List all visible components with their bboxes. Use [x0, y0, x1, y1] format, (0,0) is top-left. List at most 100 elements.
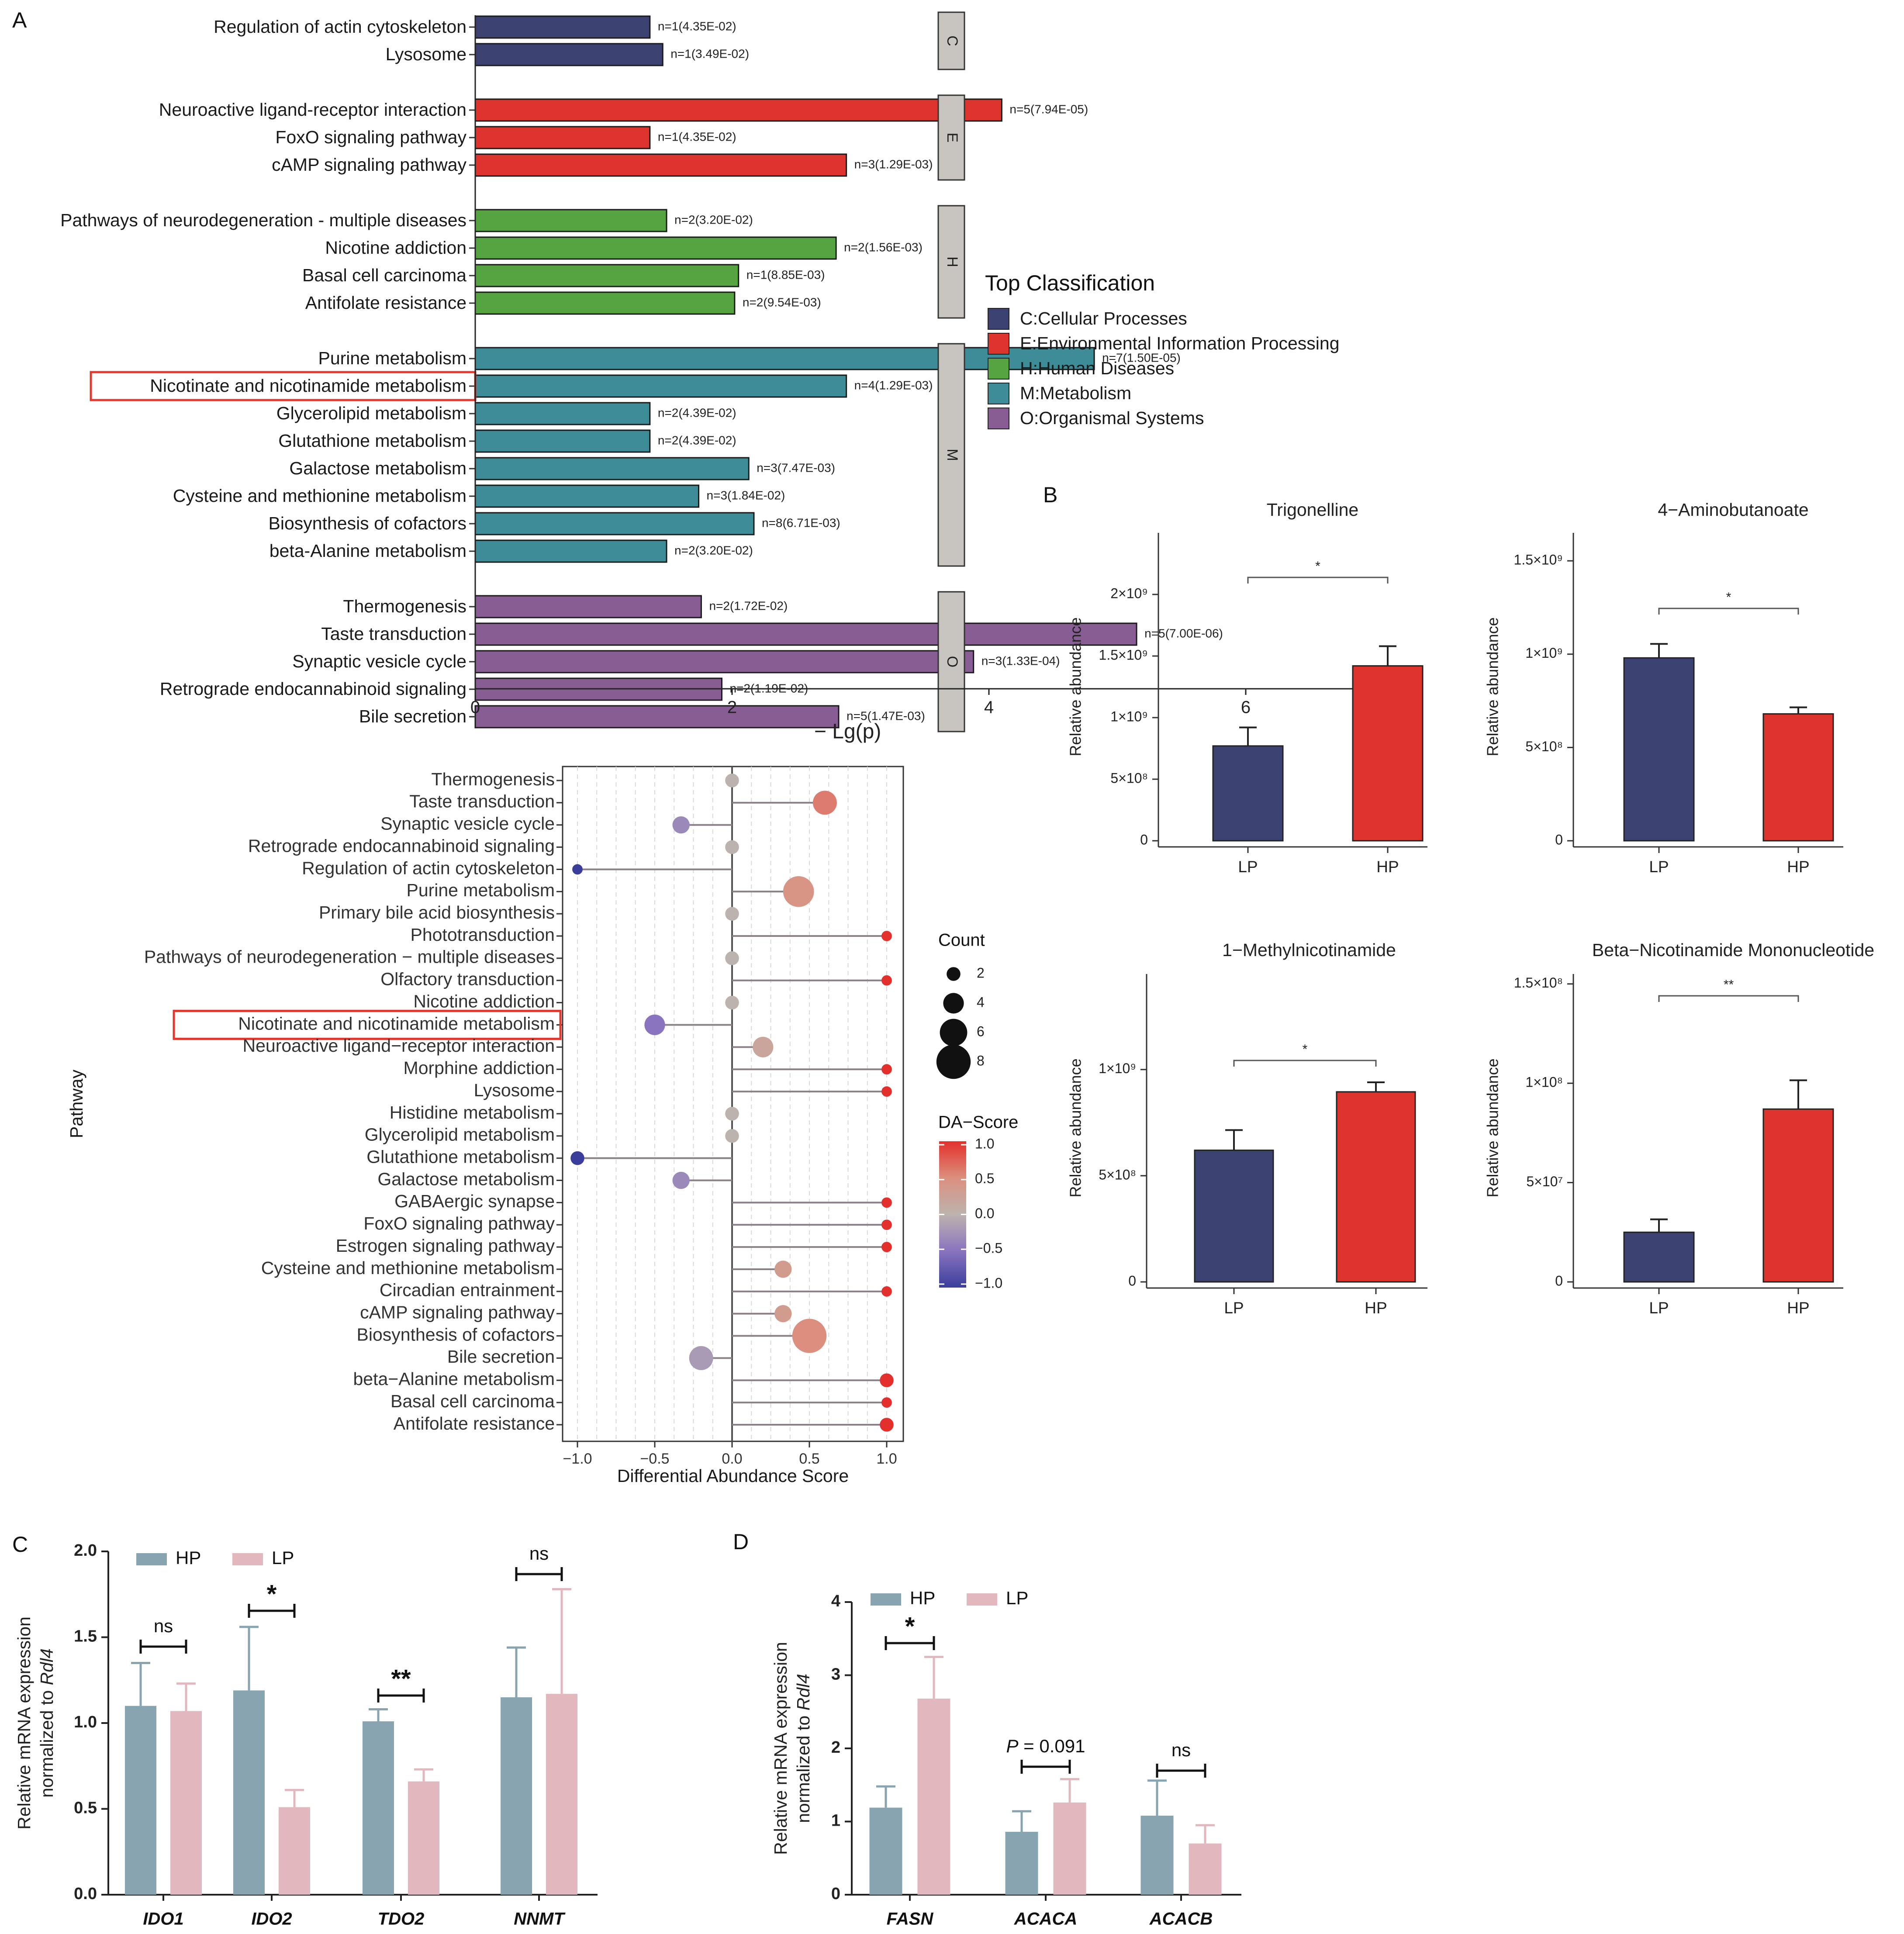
- row-label: Synaptic vesicle cycle: [292, 651, 466, 671]
- row-label: Morphine addiction: [404, 1058, 555, 1078]
- x-tick-label: FASN: [887, 1910, 934, 1929]
- panel-d-qpcr-chart: D 0 1 2 3 4 FASN ACACA ACACB HP LP * P = 0.091 ns Rela…: [733, 1530, 1241, 1929]
- x-tick-label: HP: [1787, 1299, 1809, 1317]
- y-tick-label: 0: [1555, 832, 1563, 847]
- row-label: Primary bile acid biosynthesis: [319, 902, 555, 922]
- x-tick-label: TDO2: [378, 1910, 425, 1929]
- lollipop-point-biosynthesis-of-cofactors: [792, 1319, 827, 1353]
- y-axis-title-line2: normalized to Rdl4: [37, 1648, 57, 1798]
- bar-annotation: n=3(7.47E-03): [757, 461, 835, 474]
- lollipop-point-olfactory-transduction: [881, 975, 892, 986]
- colorbar-label: 0.5: [975, 1171, 994, 1186]
- colorbar-label: −0.5: [975, 1240, 1002, 1256]
- colorbar-label: 0.0: [975, 1205, 994, 1221]
- legend-entry: 6: [977, 1023, 985, 1039]
- x-tick-label: LP: [1224, 1299, 1244, 1317]
- row-label: cAMP signaling pathway: [360, 1302, 555, 1323]
- significance-bracket: [1658, 608, 1799, 615]
- row-label: beta−Alanine metabolism: [353, 1369, 555, 1389]
- legend-entry: HP: [176, 1547, 201, 1568]
- lollipop-point-nicotinate-and-nicotinamide-metabolism: [644, 1014, 665, 1036]
- legend-entry: M:Metabolism: [1020, 383, 1131, 403]
- row-label: Glutathione metabolism: [366, 1147, 555, 1167]
- legend-title: DA−Score: [938, 1113, 1018, 1132]
- legend-swatch: [136, 1553, 167, 1565]
- row-label: Basal cell carcinoma: [390, 1391, 555, 1411]
- bar-antifolate-resistance: [474, 291, 736, 315]
- bar-glutathione-metabolism: [474, 429, 651, 453]
- row-label: Nicotinate and nicotinamide metabolism: [150, 376, 466, 396]
- row-label: Neuroactive ligand-receptor interaction: [159, 100, 466, 120]
- x-tick-label: 2: [727, 698, 737, 717]
- x-tick-label: HP: [1376, 858, 1399, 876]
- significance-label: ns: [529, 1543, 549, 1564]
- colorbar-label: −1.0: [975, 1275, 1002, 1291]
- significance-label: **: [391, 1665, 411, 1693]
- y-tick-label: 2×10⁹: [1110, 585, 1148, 601]
- panel-b-1-methylnicotinamide: 1−Methylnicotinamide 0 5×10⁸ 1×10⁹ LP HP * Rela…: [1067, 940, 1427, 1317]
- row-label: Circadian entrainment: [380, 1280, 555, 1300]
- legend-swatch-h: [988, 358, 1009, 380]
- lollipop-point-antifolate-resistance: [880, 1418, 894, 1432]
- row-label: Thermogenesis: [343, 596, 466, 616]
- bar-hp: [1762, 1108, 1834, 1283]
- bar-annotation: n=7(1.50E-05): [1102, 351, 1181, 364]
- legend-swatch: [967, 1593, 997, 1606]
- significance-bracket: [515, 1567, 563, 1581]
- bar-lp-nnmt: [546, 1694, 577, 1895]
- bar-lp-fasn: [917, 1699, 950, 1895]
- y-tick-label: 4: [831, 1592, 840, 1610]
- bar-lp-acacb: [1189, 1843, 1222, 1895]
- legend-top-classification: Top Classification C:Cellular Processes E:…: [985, 271, 1340, 429]
- lollipop-point-estrogen-signaling-pathway: [881, 1242, 892, 1253]
- y-tick-label: 2: [831, 1738, 840, 1757]
- y-tick-label: 0: [1128, 1273, 1136, 1288]
- x-tick-label: 0.5: [799, 1450, 819, 1467]
- legend-swatch: [871, 1593, 901, 1606]
- lollipop-point-beta-alanine-metabolism: [880, 1373, 894, 1388]
- bar-lp: [1623, 657, 1695, 842]
- facet-strip-m: [937, 343, 965, 567]
- lollipop-point-phototransduction: [881, 931, 892, 941]
- lollipop-point-gabaergic-synapse: [881, 1197, 892, 1208]
- facet-strip-label: H: [944, 256, 961, 267]
- chart-title: Trigonelline: [1267, 500, 1358, 520]
- bar-nicotinate-and-nicotinamide-metabolism: [474, 374, 847, 398]
- facet-strip-e: [937, 94, 965, 181]
- bar-galactose-metabolism: [474, 457, 750, 480]
- bar-annotation: n=2(1.72E-02): [709, 599, 788, 612]
- row-label: Regulation of actin cytoskeleton: [302, 858, 555, 878]
- bar-hp: [1762, 713, 1834, 842]
- row-label: FoxO signaling pathway: [363, 1213, 555, 1233]
- bar-lp-acaca: [1053, 1802, 1086, 1895]
- row-label: Estrogen signaling pathway: [336, 1236, 555, 1256]
- row-label: Regulation of actin cytoskeleton: [214, 17, 466, 37]
- lollipop-point-nicotine-addiction: [725, 995, 739, 1010]
- facet-strip-o: [937, 591, 965, 732]
- y-tick-label: 1.5×10⁹: [1514, 552, 1563, 568]
- bar-glycerolipid-metabolism: [474, 402, 651, 425]
- row-label: Biosynthesis of cofactors: [357, 1324, 555, 1344]
- x-tick-label: NNMT: [514, 1910, 566, 1929]
- bar-beta-alanine-metabolism: [474, 539, 667, 563]
- row-label: Galactose metabolism: [377, 1169, 555, 1189]
- legend-entry: 2: [977, 965, 985, 981]
- lollipop-point-thermogenesis: [725, 774, 739, 787]
- row-label: Phototransduction: [410, 925, 555, 945]
- row-label: Glycerolipid metabolism: [365, 1125, 555, 1145]
- x-tick-label: ACACA: [1014, 1910, 1077, 1929]
- row-label: GABAergic synapse: [394, 1191, 555, 1211]
- lollipop-point-neuroactive-ligand-receptor-interaction: [753, 1036, 774, 1057]
- facet-strip-label: E: [944, 133, 961, 143]
- row-label: Glycerolipid metabolism: [276, 403, 466, 423]
- y-tick-label: 5×10⁷: [1526, 1174, 1563, 1189]
- significance-label: ns: [1171, 1740, 1191, 1760]
- legend-swatch-m: [988, 383, 1009, 404]
- x-tick-label: HP: [1365, 1299, 1387, 1317]
- bar-hp-acacb: [1140, 1816, 1174, 1895]
- bar-camp-signaling-pathway: [474, 153, 847, 177]
- lollipop-point-lysosome: [881, 1086, 892, 1097]
- legend: HP LP: [871, 1588, 1028, 1608]
- row-label: Nicotinate and nicotinamide metabolism: [238, 1013, 555, 1033]
